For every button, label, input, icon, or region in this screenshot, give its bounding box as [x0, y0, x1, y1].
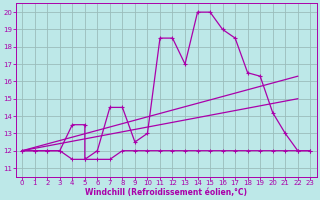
- X-axis label: Windchill (Refroidissement éolien,°C): Windchill (Refroidissement éolien,°C): [85, 188, 247, 197]
